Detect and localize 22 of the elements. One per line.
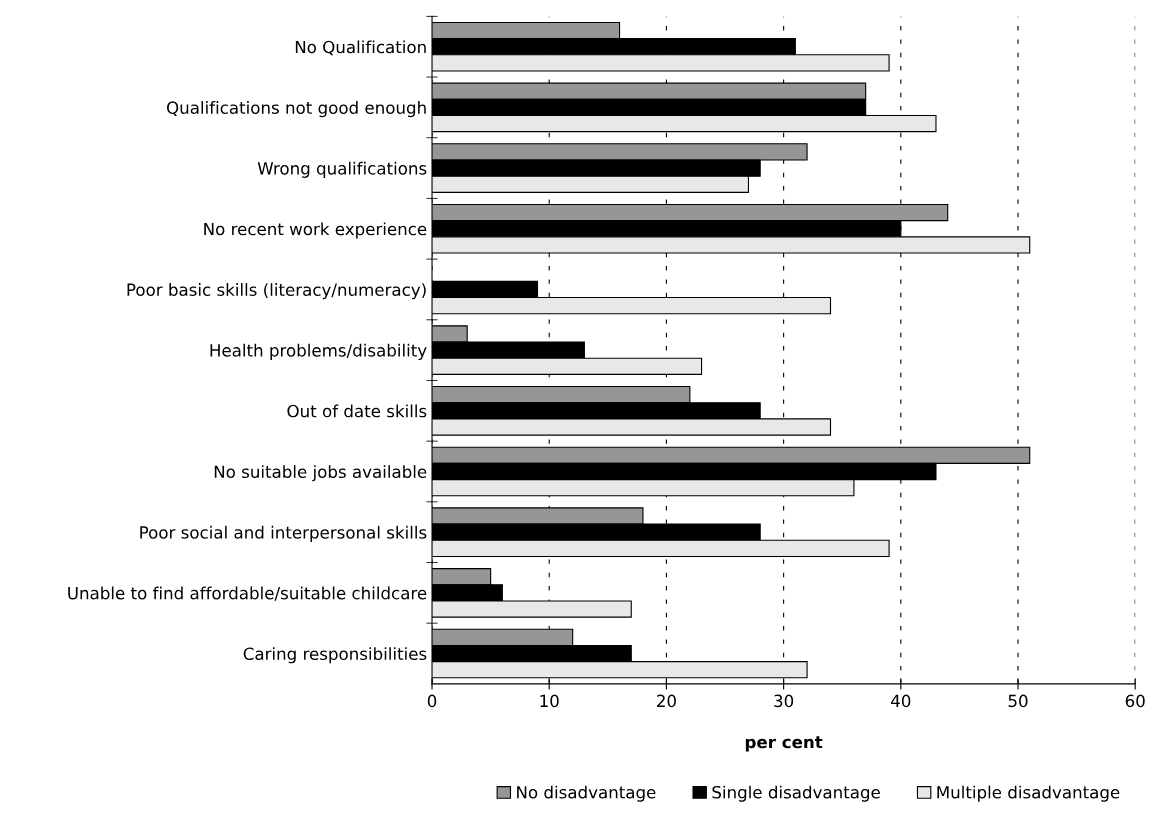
x-tick-label: 30 — [774, 694, 794, 708]
y-tick-label: Out of date skills — [287, 404, 427, 418]
y-tick-label: No suitable jobs available — [214, 465, 427, 482]
x-tick-label: 0 — [427, 694, 437, 708]
y-tick-label: Caring responsibilities — [243, 647, 427, 664]
y-tick-label: Poor social and interpersonal skills — [140, 525, 427, 542]
y-tick-label: No Qualification — [295, 40, 426, 56]
x-tick-label: 40 — [891, 694, 911, 708]
legend-label: Single disadvantage — [712, 785, 880, 802]
y-tick-label: Poor basic skills (literacy/numeracy) — [127, 283, 426, 300]
y-tick-label: Unable to find affordable/suitable childcare — [68, 586, 427, 601]
x-tick-label: 20 — [657, 694, 676, 708]
x-axis-title: per cent — [745, 736, 823, 752]
y-tick-label: Health problems/disability — [210, 343, 427, 360]
y-tick-label: Wrong qualifications — [257, 161, 427, 178]
x-tick-label: 50 — [1008, 694, 1028, 708]
y-tick-label: Qualifications not good enough — [167, 101, 426, 118]
y-tick-label: No recent work experience — [204, 222, 427, 239]
x-tick-label: 10 — [540, 694, 559, 708]
legend-label: Multiple disadvantage — [937, 785, 1120, 802]
legend-label: No disadvantage — [517, 785, 656, 802]
x-tick-label: 60 — [1125, 694, 1145, 708]
